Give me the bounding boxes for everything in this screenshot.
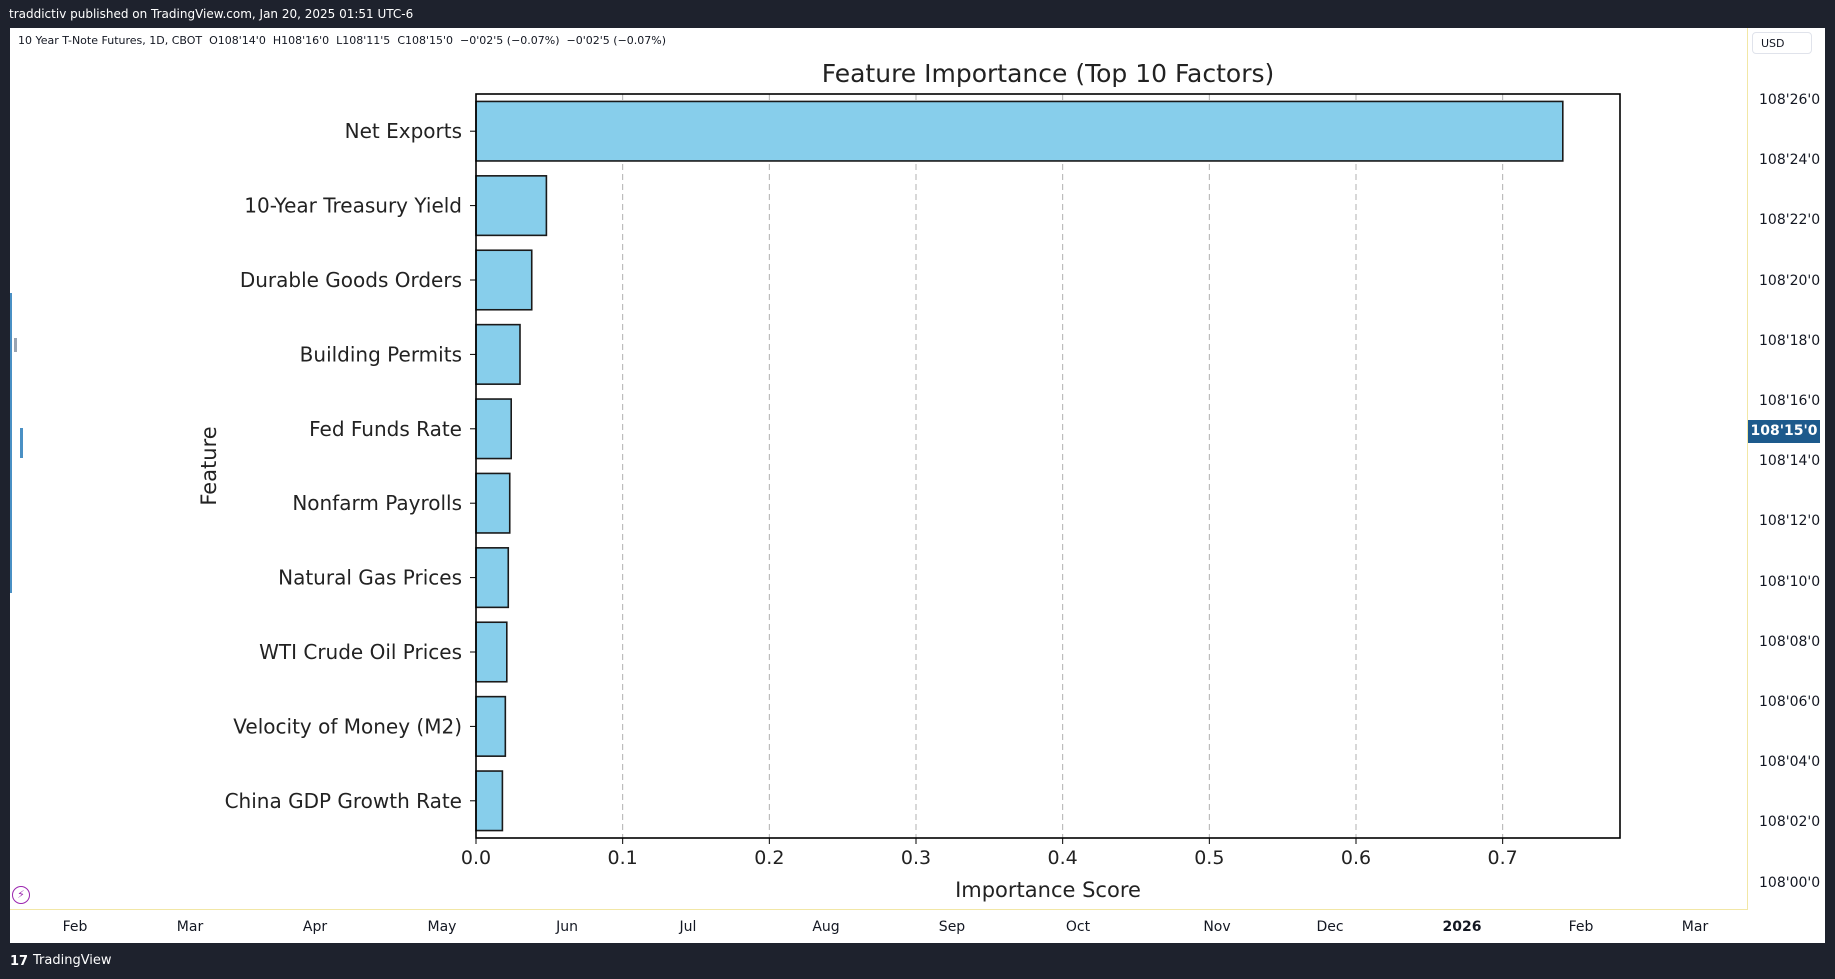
current-price-label: 108'15'0 [1748,420,1820,443]
left-edge-strip [10,293,12,593]
symbol-legend: 10 Year T-Note Futures, 1D, CBOT O108'14… [18,34,666,47]
price-label: 108'04'0 [1759,754,1821,771]
bar [475,249,533,311]
x-tick-label: 0.2 [754,847,784,869]
y-tick-label: Velocity of Money (M2) [233,714,462,738]
price-label: 108'10'0 [1759,573,1821,590]
time-label: Nov [1203,919,1231,935]
time-label: Oct [1065,919,1091,935]
time-label: Aug [812,919,840,935]
price-label: 108'22'0 [1759,212,1821,229]
y-tick-label: WTI Crude Oil Prices [259,640,462,664]
time-label: Jun [556,919,578,935]
y-tick-label: Durable Goods Orders [240,268,462,292]
mini-candle [20,428,23,458]
lightning-icon[interactable]: ⚡ [12,886,30,904]
plot-frame [475,93,1621,839]
y-tick-label: Natural Gas Prices [278,566,462,590]
time-label: Jul [679,919,697,935]
price-label: 108'08'0 [1759,633,1821,650]
x-axis-label: Importance Score [955,878,1141,902]
bar [475,472,511,534]
tradingview-logo-icon[interactable]: 17 [10,954,29,969]
change-value: −0'02'5 (−0.07%) [460,34,560,47]
chart-frame: 10 Year T-Note Futures, 1D, CBOT O108'14… [10,28,1825,943]
bar [475,621,508,683]
time-label: Feb [62,919,88,935]
bar [475,547,510,609]
price-scale[interactable] [1747,28,1825,910]
price-label: 108'20'0 [1759,272,1821,289]
y-tick-label: Nonfarm Payrolls [292,491,462,515]
brand-name[interactable]: TradingView [33,953,112,968]
price-label: 108'12'0 [1759,513,1821,530]
x-tick-label: 0.7 [1488,847,1518,869]
price-label: 108'24'0 [1759,152,1821,169]
y-axis-label: Feature [197,426,221,505]
time-label: Apr [302,919,328,935]
time-axis[interactable] [10,909,1747,943]
bar [475,770,504,832]
x-tick-label: 0.0 [461,847,491,869]
price-label: 108'14'0 [1759,453,1821,470]
price-label: 108'02'0 [1759,814,1821,831]
time-label: May [427,919,457,935]
x-tick-label: 0.4 [1048,847,1078,869]
x-tick-label: 0.3 [901,847,931,869]
time-label: Feb [1568,919,1594,935]
price-label: 108'16'0 [1759,393,1821,409]
time-label: Mar [1681,919,1709,935]
low-value: L108'11'5 [336,34,391,47]
symbol-name[interactable]: 10 Year T-Note Futures, 1D, CBOT [18,34,203,47]
price-label: 108'06'0 [1759,694,1821,710]
mini-candle [14,338,17,352]
feature-importance-chart: 0.0 0.1 0.2 0.3 0.4 0.5 0.6 0.7 Net Exports 10-Ye… [197,59,1621,902]
x-tick-label: 0.6 [1341,847,1371,869]
bar [475,175,548,237]
high-value: H108'16'0 [272,34,330,47]
y-tick-label: Building Permits [300,342,462,366]
bar [475,100,1564,162]
footer: 17 TradingView [0,943,1835,979]
time-label: Mar [176,919,204,935]
time-label: 2026 [1442,919,1482,935]
chart-title: Feature Importance (Top 10 Factors) [822,59,1275,88]
y-tick-label: 10-Year Treasury Yield [244,194,462,218]
x-tick-label: 0.1 [608,847,638,869]
y-tick-label: Net Exports [345,119,462,143]
time-label: Dec [1316,919,1344,935]
y-tick-label: Fed Funds Rate [309,417,462,441]
change-value-2: −0'02'5 (−0.07%) [566,34,667,47]
publish-info: traddictiv published on TradingView.com,… [9,7,414,21]
bar [475,398,513,460]
price-label: 108'00'0 [1759,874,1821,891]
y-tick-label: China GDP Growth Rate [225,789,462,813]
price-label: 108'18'0 [1759,332,1821,349]
price-label: 108'26'0 [1759,92,1821,108]
time-label: Sep [938,919,966,935]
x-tick-label: 0.5 [1194,847,1224,869]
open-value: O108'14'0 [209,34,266,47]
bar [475,323,521,385]
bar [475,695,507,757]
currency-button[interactable]: USD [1752,32,1812,54]
publish-header: traddictiv published on TradingView.com,… [0,0,1835,28]
close-value: C108'15'0 [397,34,454,47]
